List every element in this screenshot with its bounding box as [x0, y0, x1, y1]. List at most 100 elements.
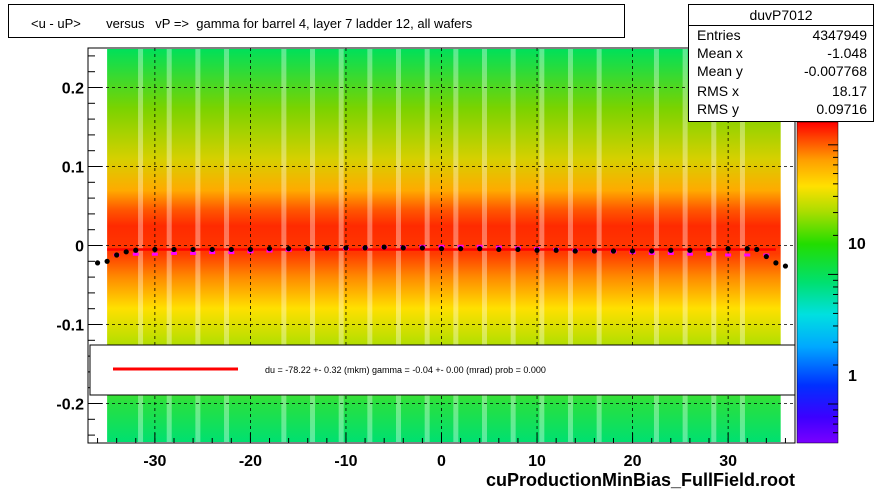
gap-column [510, 49, 516, 442]
profile-point [123, 249, 129, 255]
profile-point [610, 248, 617, 254]
gap-column [138, 49, 144, 442]
profile-point [458, 246, 464, 252]
mean-point [706, 252, 713, 256]
mean-point [667, 251, 674, 255]
profile-point [763, 253, 769, 260]
grid-lines [88, 48, 795, 443]
profile-point [305, 246, 311, 252]
profile-point [754, 246, 760, 253]
stats-box: duvP7012 Entries 4347949 Mean x -1.048 M… [688, 4, 874, 122]
profile-point [247, 246, 254, 253]
profile-point [572, 248, 578, 254]
y-tick-label: 0.2 [62, 81, 84, 98]
gap-column [682, 49, 688, 442]
stats-label: RMS y [697, 101, 739, 117]
profile-point [286, 246, 292, 252]
file-name-footer: cuProductionMinBias_FullField.root [486, 470, 796, 490]
gap-column [653, 49, 659, 442]
profile-point [400, 245, 406, 251]
profile-point [362, 245, 368, 251]
mean-point [132, 252, 139, 256]
stats-label: Mean x [697, 45, 743, 61]
profile-point [553, 247, 559, 253]
stats-value: -0.007768 [803, 63, 867, 79]
profile-point [266, 246, 273, 252]
color-bar-label-1: 1 [848, 368, 857, 385]
fit-legend: du = -78.22 +- 0.32 (mkm) gamma = -0.04 … [89, 344, 796, 396]
profile-point [649, 248, 655, 254]
x-tick-label: -30 [143, 453, 166, 470]
y-tick-label: 0.1 [62, 160, 84, 177]
y-tick-label: 0 [75, 239, 84, 256]
profile-point [343, 245, 349, 251]
profile-point [228, 246, 234, 253]
gap-column [281, 49, 287, 442]
profile-point [152, 246, 158, 253]
stats-title: duvP7012 [749, 7, 813, 23]
gap-column [367, 49, 373, 442]
x-tick-label: 0 [437, 453, 446, 470]
x-tick-label: 20 [624, 453, 642, 470]
profile-point [114, 252, 120, 258]
x-tick-label: -20 [239, 453, 262, 470]
profile-point [104, 258, 110, 264]
stats-label: Entries [697, 27, 741, 43]
profile-point [381, 244, 387, 250]
stats-value: 4347949 [812, 27, 867, 43]
profile-point [438, 246, 445, 252]
fit-legend-text: du = -78.22 +- 0.32 (mkm) gamma = -0.04 … [265, 365, 546, 375]
profile-point [687, 247, 693, 253]
profile-point [133, 247, 139, 253]
gap-column [166, 49, 172, 442]
gap-column [539, 49, 545, 442]
mean-point [170, 251, 177, 255]
mean-point [190, 251, 197, 255]
mean-point [725, 253, 732, 257]
profile-point [209, 246, 215, 253]
x-tick-label: 30 [719, 453, 737, 470]
x-tick-label: 10 [528, 453, 546, 470]
mean-point [228, 251, 235, 255]
color-bar: 10 1 2 [796, 110, 872, 444]
profile-point [725, 246, 731, 252]
color-bar-ticks [828, 144, 838, 434]
stats-value: -1.048 [827, 45, 867, 61]
profile-point [782, 263, 789, 269]
mean-point [151, 252, 158, 256]
y-tick-label: -0.2 [56, 397, 84, 414]
profile-point [94, 260, 101, 266]
color-bar-scale [797, 122, 838, 443]
stats-label: Mean y [697, 63, 743, 79]
profile-point [629, 248, 636, 254]
stats-value: 18.17 [831, 83, 867, 99]
stats-label: RMS x [697, 83, 739, 99]
profile-point [773, 260, 779, 266]
profile-point [744, 246, 750, 252]
y-tick-label: -0.1 [56, 318, 84, 335]
mean-point [686, 252, 693, 256]
mean-point [744, 253, 751, 257]
gap-column [424, 49, 430, 442]
profile-point [324, 245, 330, 251]
stats-divider [689, 25, 873, 26]
title-box: <u - uP> versus vP => gamma for barrel 4… [8, 4, 625, 38]
gap-column [396, 49, 402, 442]
x-tick-label: -10 [334, 453, 357, 470]
profile-point [477, 246, 483, 252]
profile-point [496, 246, 502, 253]
profile-point [534, 247, 540, 253]
profile-point [419, 245, 425, 251]
profile-point [171, 246, 177, 253]
plot-title: <u - uP> versus vP => gamma for barrel 4… [31, 16, 473, 31]
profile-point [515, 246, 521, 253]
profile-point [706, 246, 712, 253]
profile-points [94, 244, 789, 269]
profile-point [190, 246, 196, 253]
color-bar-label-10: 10 [848, 236, 866, 253]
stats-value: 0.09716 [816, 101, 867, 117]
profile-point [591, 248, 597, 254]
mean-point [209, 251, 216, 255]
